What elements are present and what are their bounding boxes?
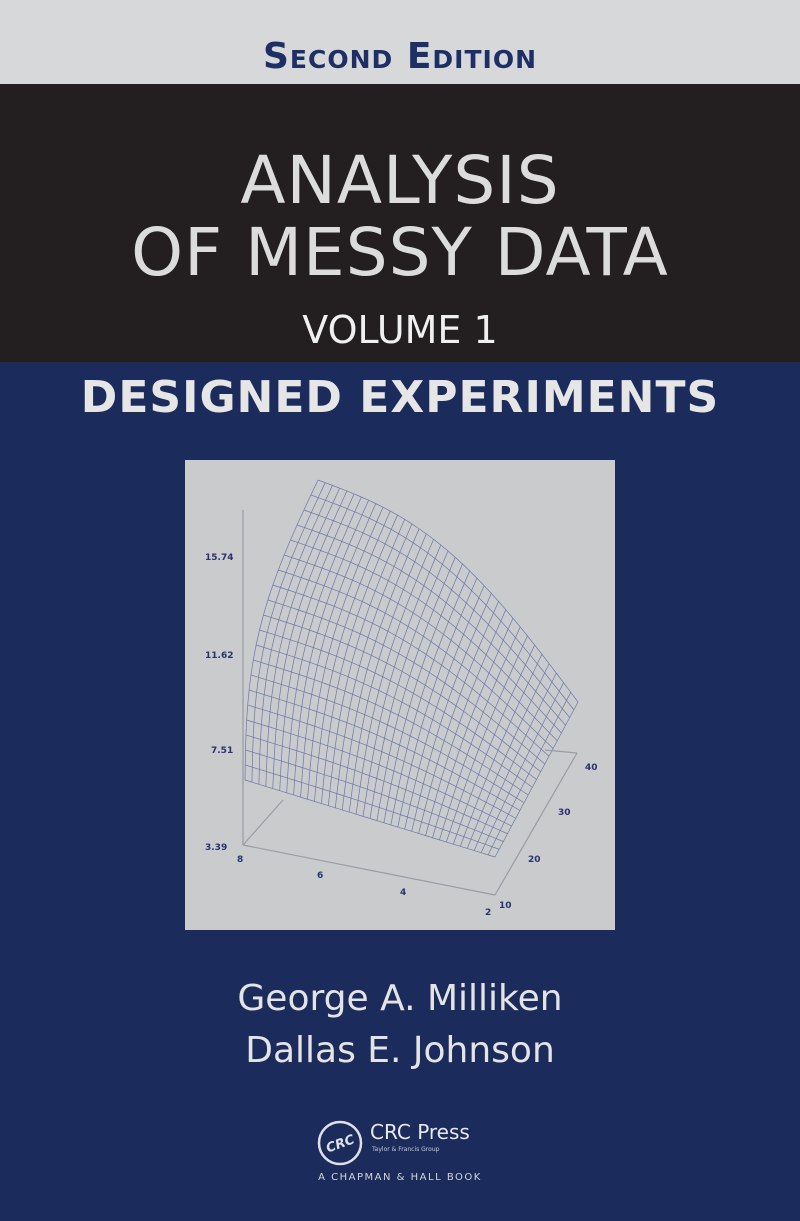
mesh-line bbox=[263, 614, 541, 773]
edition-label: Second Edition bbox=[263, 36, 537, 77]
x-tick: 4 bbox=[400, 888, 406, 898]
mesh-line bbox=[334, 523, 413, 808]
x-axis bbox=[242, 844, 496, 896]
mesh-line bbox=[247, 704, 516, 819]
y-tick: 30 bbox=[558, 808, 571, 818]
publisher-name: CRC Press bbox=[370, 1120, 470, 1144]
mesh-line bbox=[303, 509, 570, 718]
y-tick: 20 bbox=[528, 855, 541, 865]
mesh-line bbox=[259, 629, 537, 780]
mesh-line bbox=[290, 539, 562, 734]
mesh-line bbox=[341, 528, 420, 810]
subtitle: DESIGNED EXPERIMENTS bbox=[80, 372, 720, 423]
mesh-line bbox=[267, 599, 546, 765]
surface-plot-svg: 15.74 11.62 7.51 3.39 8 6 4 2 10 20 30 4… bbox=[205, 479, 598, 918]
mesh-line bbox=[278, 569, 554, 749]
volume-label: VOLUME 1 bbox=[302, 308, 498, 352]
mesh-line bbox=[284, 554, 558, 741]
mesh-line bbox=[253, 659, 529, 796]
mesh-line bbox=[248, 689, 521, 811]
svg-text:CRC: CRC bbox=[324, 1132, 357, 1156]
x-tick: 6 bbox=[317, 871, 323, 881]
mesh-line bbox=[397, 577, 478, 828]
z-tick: 11.62 bbox=[205, 651, 233, 661]
mesh-line bbox=[250, 674, 525, 804]
surface-plot: 15.74 11.62 7.51 3.39 8 6 4 2 10 20 30 4… bbox=[185, 460, 615, 930]
mesh-line bbox=[245, 749, 504, 842]
title-band bbox=[0, 84, 800, 362]
mesh-line bbox=[348, 533, 427, 813]
back-axis-right bbox=[544, 749, 578, 754]
title-line-1: ANALYSIS bbox=[240, 142, 560, 219]
y-tick: 10 bbox=[499, 901, 512, 911]
mesh-line bbox=[317, 479, 579, 703]
publisher-group: Taylor & Francis Group bbox=[372, 1146, 440, 1153]
mesh-line bbox=[404, 585, 485, 830]
z-tick: 15.74 bbox=[205, 553, 233, 563]
x-tick: 2 bbox=[485, 908, 491, 918]
mesh-line bbox=[272, 584, 550, 757]
crc-logo: CRC bbox=[317, 1120, 363, 1166]
mesh-line bbox=[418, 601, 499, 834]
y-axis bbox=[494, 752, 578, 896]
title-line-2: OF MESSY DATA bbox=[131, 214, 669, 291]
mesh-line bbox=[369, 550, 449, 819]
top-band bbox=[0, 0, 800, 84]
mesh-line bbox=[258, 485, 333, 785]
z-tick: 7.51 bbox=[211, 746, 233, 756]
mesh-line bbox=[256, 644, 533, 788]
mesh-line bbox=[362, 544, 442, 817]
mesh-line bbox=[321, 514, 398, 804]
y-tick: 40 bbox=[585, 763, 598, 773]
mesh-line bbox=[245, 764, 500, 850]
z-tick: 3.39 bbox=[205, 843, 227, 853]
mesh-line bbox=[355, 539, 434, 815]
back-axis bbox=[242, 799, 284, 846]
mesh-line bbox=[327, 519, 405, 806]
mesh-line bbox=[244, 479, 319, 781]
mesh-line bbox=[310, 494, 575, 710]
mesh-line bbox=[439, 626, 521, 840]
mesh-line bbox=[296, 524, 566, 726]
surface-mesh bbox=[244, 479, 579, 858]
axes bbox=[242, 510, 578, 896]
mesh-line bbox=[251, 482, 326, 783]
mesh-line bbox=[244, 779, 496, 858]
mesh-line bbox=[286, 496, 362, 793]
imprint-line: A CHAPMAN & HALL BOOK bbox=[318, 1172, 482, 1183]
mesh-line bbox=[245, 734, 508, 835]
author-1: George A. Milliken bbox=[237, 978, 563, 1019]
author-2: Dallas E. Johnson bbox=[245, 1030, 555, 1071]
mesh-line bbox=[246, 719, 512, 827]
x-tick: 8 bbox=[237, 855, 243, 865]
